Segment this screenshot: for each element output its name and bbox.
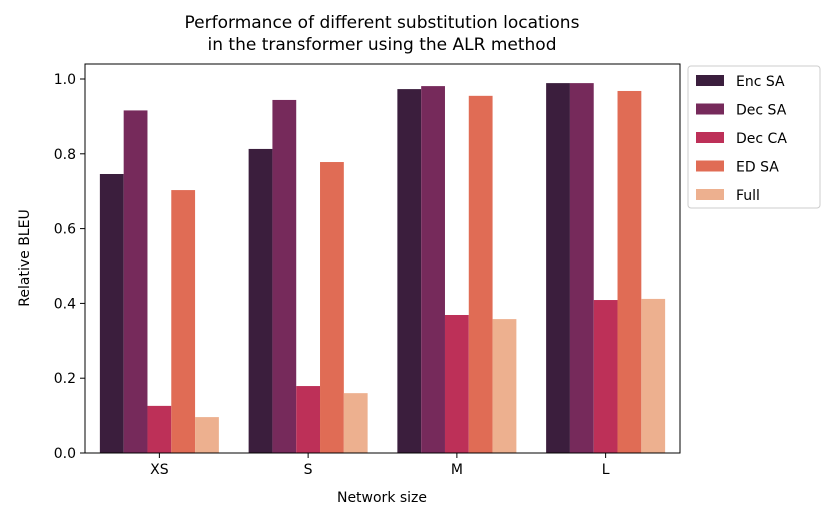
- x-tick-label: S: [304, 462, 313, 478]
- x-tick-label: XS: [150, 462, 169, 478]
- bar-XS-full: [195, 417, 219, 453]
- legend-swatch: [696, 75, 724, 86]
- x-axis-label: Network size: [337, 490, 427, 506]
- bar-M-dec-sa: [421, 86, 445, 453]
- chart-title-line-1: Performance of different substitution lo…: [185, 13, 580, 33]
- y-tick-label: 0.8: [54, 147, 76, 163]
- bar-XS-ed-sa: [171, 190, 196, 453]
- bar-S-ed-sa: [320, 162, 344, 453]
- bar-XS-enc-sa: [99, 173, 124, 453]
- legend-label: Dec SA: [736, 103, 787, 119]
- bar-L-ed-sa: [617, 90, 642, 453]
- y-tick-label: 0.6: [54, 222, 76, 238]
- bar-M-dec-ca: [444, 314, 469, 453]
- bar-L-dec-ca: [593, 300, 618, 453]
- legend-swatch: [696, 132, 724, 143]
- y-axis-label: Relative BLEU: [17, 209, 33, 306]
- x-tick-label: L: [602, 462, 610, 478]
- bar-M-ed-sa: [468, 95, 493, 453]
- legend-box: [687, 65, 821, 209]
- y-tick-label: 0.4: [54, 296, 76, 312]
- bar-S-full: [343, 393, 368, 453]
- x-tick-label: M: [451, 462, 463, 478]
- bar-S-dec-sa: [272, 99, 297, 453]
- legend-swatch: [696, 160, 724, 172]
- legend-swatch: [696, 103, 724, 115]
- bar-XS-dec-ca: [147, 405, 172, 453]
- legend: Enc SA Dec SA Dec CA ED SA Full: [687, 65, 821, 209]
- y-tick-label: 1.0: [54, 72, 76, 88]
- bar-M-full: [492, 319, 517, 453]
- legend-label: Full: [736, 188, 760, 204]
- legend-label: Enc SA: [736, 74, 785, 90]
- y-tick-label: 0.0: [54, 446, 76, 462]
- bar-S-dec-ca: [296, 386, 321, 453]
- plot-frame: [84, 63, 681, 454]
- legend-swatch: [696, 189, 724, 200]
- chart-title-line-2: in the transformer using the ALR method: [208, 35, 557, 55]
- bar-L-dec-sa: [569, 83, 594, 453]
- bar-XS-dec-sa: [123, 110, 148, 453]
- bar-M-enc-sa: [397, 89, 422, 454]
- legend-label: ED SA: [736, 160, 779, 176]
- bar-L-enc-sa: [546, 83, 570, 453]
- bar-S-enc-sa: [248, 148, 273, 454]
- y-tick-label: 0.2: [54, 371, 76, 387]
- bar-L-full: [641, 298, 666, 453]
- legend-label: Dec CA: [736, 131, 787, 147]
